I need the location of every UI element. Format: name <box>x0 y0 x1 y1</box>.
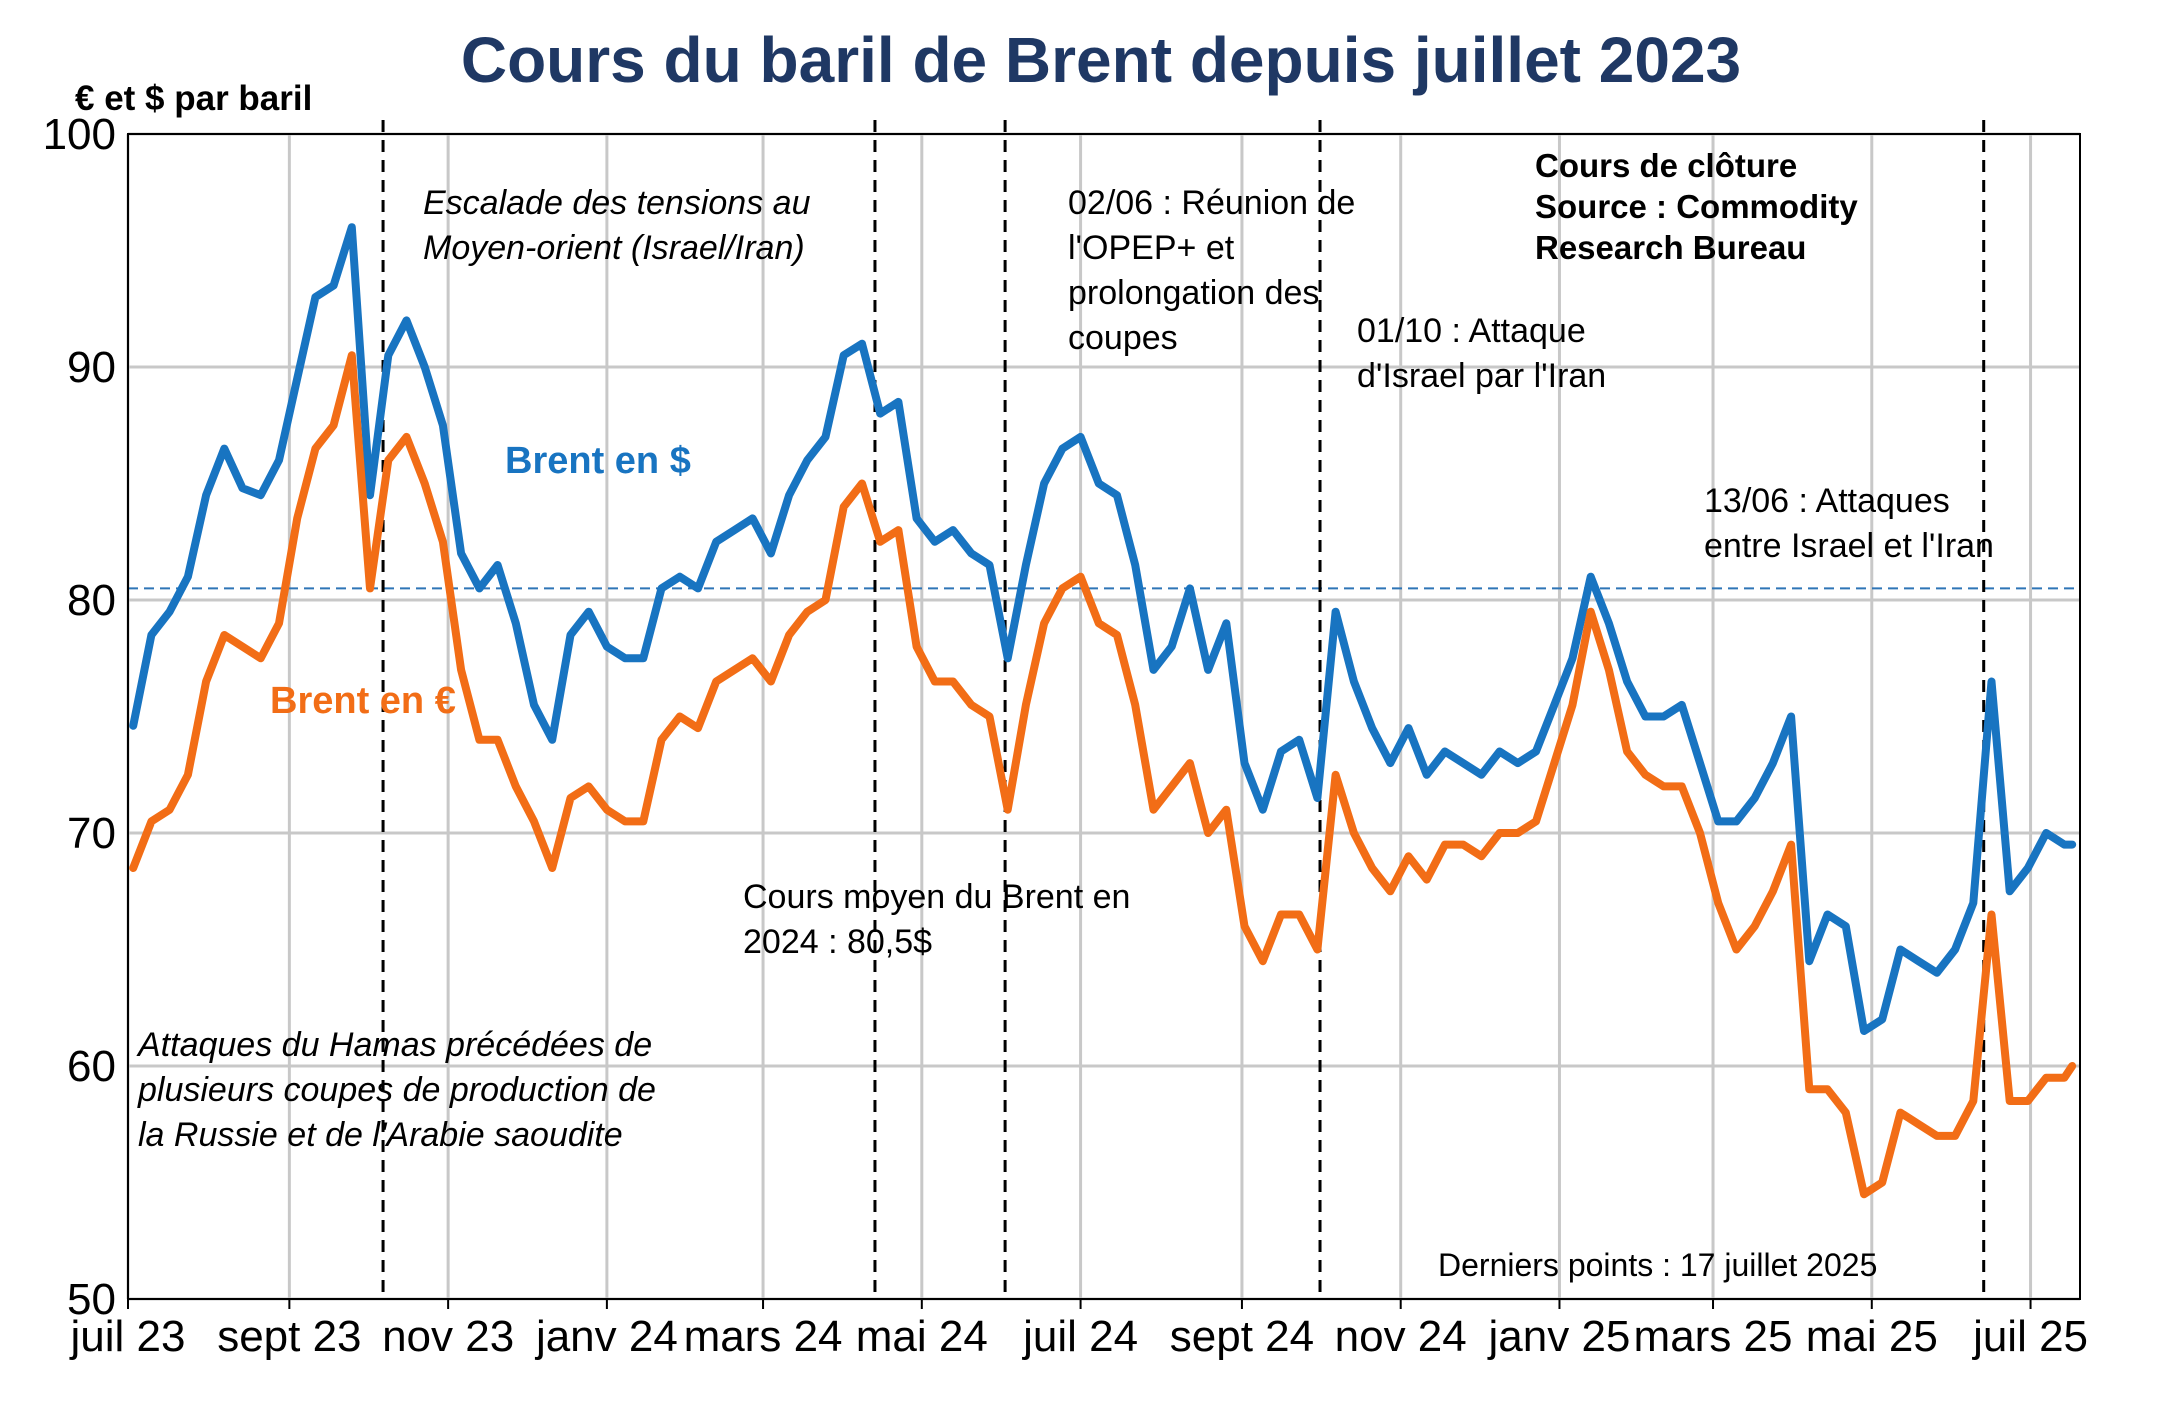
grid-lines <box>126 132 2080 1301</box>
source-note: Cours de clôture Source : Commodity Rese… <box>1535 147 1867 266</box>
annotation-attaque-juin: 13/06 : Attaques entre Israel et l'Iran <box>1704 482 1994 565</box>
annotation-opep-line: 02/06 : Réunion de <box>1068 184 1355 222</box>
annotation-escalade-line: Escalade des tensions au <box>423 184 811 222</box>
y-tick-label: 60 <box>67 1042 116 1091</box>
y-tick-label: 70 <box>67 809 116 858</box>
x-tick-label: juil 25 <box>1971 1312 2088 1361</box>
source-note-line: Source : Commodity <box>1535 188 1858 225</box>
series-lines <box>129 223 2077 1199</box>
x-tick-label: janv 25 <box>1487 1312 1631 1361</box>
x-tick-label: sept 23 <box>217 1312 361 1361</box>
x-tick-label: mai 25 <box>1806 1312 1938 1361</box>
x-tick-label: janv 24 <box>534 1312 678 1361</box>
annotation-opep: 02/06 : Réunion de l'OPEP+ et prolongati… <box>1068 184 1365 357</box>
x-tick-label: mai 24 <box>856 1312 988 1361</box>
x-tick-label: nov 23 <box>382 1312 514 1361</box>
annotation-cours-moyen-line: Cours moyen du Brent en <box>743 878 1130 916</box>
last-points-note: Derniers points : 17 juillet 2025 <box>1438 1247 1877 1283</box>
y-axis-unit-label: € et $ par baril <box>75 79 312 118</box>
annotation-escalade: Escalade des tensions au Moyen-orient (I… <box>423 184 820 267</box>
y-tick-label: 80 <box>67 576 116 625</box>
annotation-attaque-juin-line: entre Israel et l'Iran <box>1704 527 1994 565</box>
annotation-escalade-line: Moyen-orient (Israel/Iran) <box>423 229 805 267</box>
annotation-cours-moyen: Cours moyen du Brent en 2024 : 80,5$ <box>743 878 1140 961</box>
annotation-attaque-juin-line: 13/06 : Attaques <box>1704 482 1950 520</box>
annotation-attaque-octobre-line: d'Israel par l'Iran <box>1357 357 1606 395</box>
series-label-eur: Brent en € <box>270 680 456 722</box>
x-axis-ticks: juil 23 sept 23 nov 23 janv 24 mars 24 mai 24… <box>69 1299 2088 1361</box>
source-note-line: Cours de clôture <box>1535 147 1797 184</box>
annotation-cours-moyen-line: 2024 : 80,5$ <box>743 923 932 961</box>
y-axis-ticks: 50 60 70 80 90 100 <box>43 110 116 1324</box>
brent-usd-line <box>129 223 2077 1035</box>
annotation-hamas-line: Attaques du Hamas précédées de <box>136 1026 652 1064</box>
plot-frame <box>127 133 2081 1300</box>
y-tick-label: 90 <box>67 343 116 392</box>
annotation-attaque-octobre: 01/10 : Attaque d'Israel par l'Iran <box>1357 312 1606 395</box>
annotation-opep-line: l'OPEP+ et <box>1068 229 1235 267</box>
x-tick-label: nov 24 <box>1335 1312 1467 1361</box>
annotation-hamas: Attaques du Hamas précédées de plusieurs… <box>136 1026 665 1154</box>
y-tick-label: 50 <box>67 1275 116 1324</box>
x-tick-label: mars 24 <box>684 1312 843 1361</box>
source-note-line: Research Bureau <box>1535 229 1806 266</box>
annotation-opep-line: prolongation des <box>1068 274 1319 312</box>
series-label-usd: Brent en $ <box>505 440 691 482</box>
annotation-hamas-line: plusieurs coupes de production de <box>137 1071 656 1109</box>
x-tick-label: sept 24 <box>1170 1312 1314 1361</box>
x-tick-label: mars 25 <box>1634 1312 1793 1361</box>
annotation-attaque-octobre-line: 01/10 : Attaque <box>1357 312 1586 350</box>
x-tick-label: juil 23 <box>69 1312 186 1361</box>
brent-eur-line <box>129 351 2077 1199</box>
event-lines <box>381 120 1986 1299</box>
x-tick-label: juil 24 <box>1021 1312 1138 1361</box>
y-tick-label: 100 <box>43 110 116 159</box>
annotation-hamas-line: la Russie et de l'Arabie saoudite <box>138 1116 623 1154</box>
chart-title: Cours du baril de Brent depuis juillet 2… <box>461 24 1741 96</box>
annotation-opep-line: coupes <box>1068 319 1178 357</box>
